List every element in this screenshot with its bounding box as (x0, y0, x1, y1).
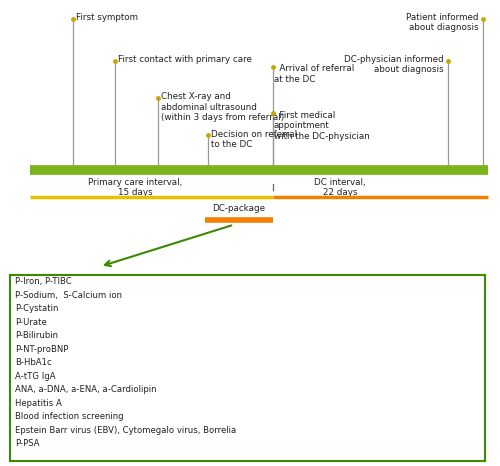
Text: Chest X-ray and
abdominal ultrasound
(within 3 days from referral): Chest X-ray and abdominal ultrasound (wi… (161, 92, 284, 122)
Text: P-NT-proBNP: P-NT-proBNP (15, 345, 68, 354)
Text: DC interval,
22 days: DC interval, 22 days (314, 178, 366, 198)
Text: DC-physician informed
about diagnosis: DC-physician informed about diagnosis (344, 55, 444, 75)
Text: Primary care interval,
15 days: Primary care interval, 15 days (88, 178, 182, 198)
Text: P-Cystatin: P-Cystatin (15, 304, 59, 313)
Text: P-Iron, P-TIBC: P-Iron, P-TIBC (15, 277, 72, 286)
Text: ANA, a-DNA, a-ENA, a-Cardiolipin: ANA, a-DNA, a-ENA, a-Cardiolipin (15, 385, 157, 394)
Text: · Arrival of referral
at the DC: · Arrival of referral at the DC (274, 64, 354, 84)
Text: P-Urate: P-Urate (15, 318, 47, 327)
Text: B-HbA1c: B-HbA1c (15, 358, 52, 367)
Text: Hepatitis A: Hepatitis A (15, 399, 62, 408)
Text: · First medical
appointment
with the DC-physician: · First medical appointment with the DC-… (274, 111, 370, 141)
Text: A-tTG IgA: A-tTG IgA (15, 372, 56, 381)
Text: First contact with primary care: First contact with primary care (118, 55, 252, 64)
FancyBboxPatch shape (10, 275, 485, 461)
Text: First symptom: First symptom (76, 13, 138, 22)
Text: P-Bilirubin: P-Bilirubin (15, 331, 58, 340)
Text: Decision on referral
to the DC: Decision on referral to the DC (211, 130, 297, 149)
Text: Epstein Barr virus (EBV), Cytomegalo virus, Borrelia: Epstein Barr virus (EBV), Cytomegalo vir… (15, 426, 236, 435)
Text: Blood infection screening: Blood infection screening (15, 412, 124, 421)
Text: Patient informed
about diagnosis: Patient informed about diagnosis (406, 13, 479, 33)
Text: DC-package: DC-package (212, 205, 266, 213)
Text: P-PSA: P-PSA (15, 439, 40, 448)
Text: P-Sodium,  S-Calcium ion: P-Sodium, S-Calcium ion (15, 291, 122, 300)
